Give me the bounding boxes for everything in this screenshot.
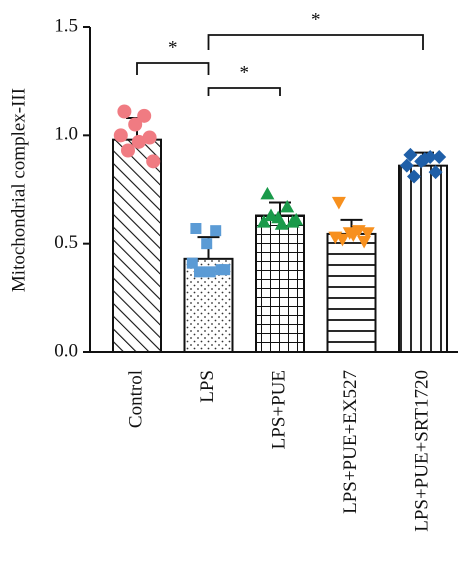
significance-bracket: [207, 34, 424, 50]
x-tick-label: LPS: [197, 370, 218, 403]
data-point: [360, 227, 375, 240]
y-tick-label: 0.0: [54, 340, 78, 361]
data-point: [289, 212, 304, 226]
data-point: [274, 217, 289, 230]
data-point: [219, 264, 231, 276]
data-point: [146, 154, 161, 169]
data-point: [117, 104, 132, 119]
x-tick-label: LPS+PUE+SRT1720: [411, 370, 432, 532]
data-point: [346, 229, 361, 242]
data-point: [256, 215, 271, 228]
significance-label: *: [168, 37, 178, 58]
data-point: [428, 165, 443, 180]
data-point: [131, 134, 146, 149]
data-point: [204, 266, 216, 278]
data-point: [280, 199, 295, 213]
significance-label: *: [240, 62, 250, 83]
data-point: [264, 208, 278, 222]
data-point: [194, 266, 205, 278]
significance-bracket: [136, 62, 210, 75]
data-point: [113, 128, 128, 143]
x-tick-label: LPS+PUE: [268, 370, 289, 449]
x-tick-label: LPS+PUE+EX527: [340, 370, 361, 514]
significance-label: *: [311, 9, 321, 30]
data-point: [331, 196, 346, 210]
data-point: [186, 257, 198, 269]
data-point: [121, 143, 135, 158]
data-point: [128, 117, 143, 132]
bar: [112, 138, 162, 353]
data-point: [210, 225, 222, 237]
bar: [255, 214, 305, 353]
data-point: [142, 130, 157, 145]
bar: [326, 232, 377, 354]
data-point: [417, 152, 432, 167]
data-point: [260, 186, 275, 200]
data-point: [432, 150, 447, 164]
data-point: [403, 147, 418, 162]
y-tick-label: 1.0: [54, 124, 78, 145]
y-tick-label: 1.5: [54, 15, 78, 36]
data-point: [335, 233, 350, 247]
data-point: [137, 108, 152, 123]
data-point: [201, 238, 213, 250]
y-axis-label: Mitochondrial complex-III: [8, 88, 29, 292]
bar: [398, 164, 448, 353]
data-point: [407, 169, 421, 184]
data-point: [399, 158, 414, 173]
data-point: [190, 223, 202, 234]
y-tick-label: 0.5: [54, 232, 78, 253]
significance-bracket: [207, 87, 281, 96]
x-tick-label: Control: [125, 370, 146, 428]
